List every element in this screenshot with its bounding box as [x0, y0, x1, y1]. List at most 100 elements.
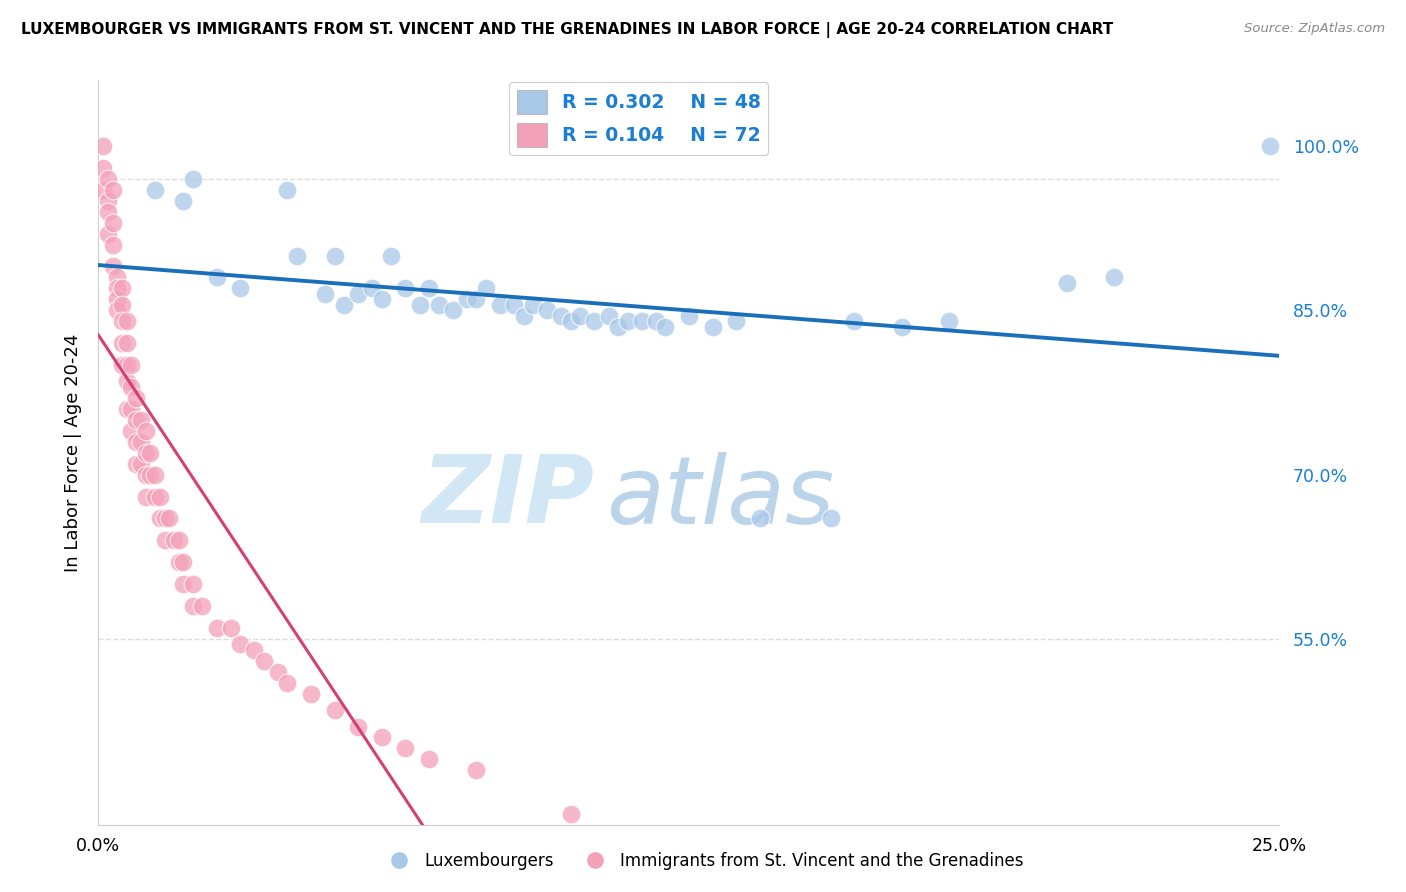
- Point: [560, 314, 582, 328]
- Point: [101, 216, 124, 230]
- Point: [522, 298, 544, 312]
- Point: [748, 511, 770, 525]
- Point: [361, 281, 384, 295]
- Point: [111, 281, 134, 295]
- Point: [229, 281, 252, 295]
- Point: [181, 599, 204, 613]
- Point: [347, 719, 370, 733]
- Point: [129, 457, 152, 471]
- Point: [129, 413, 152, 427]
- Point: [630, 314, 652, 328]
- Point: [167, 533, 190, 548]
- Point: [125, 457, 148, 471]
- Point: [607, 319, 630, 334]
- Point: [167, 555, 190, 569]
- Point: [380, 248, 402, 262]
- Point: [121, 380, 143, 394]
- Point: [489, 298, 512, 312]
- Point: [143, 467, 166, 482]
- Point: [371, 731, 394, 745]
- Point: [503, 298, 526, 312]
- Point: [371, 293, 394, 307]
- Point: [153, 511, 176, 525]
- Point: [285, 248, 308, 262]
- Point: [536, 303, 558, 318]
- Point: [323, 248, 346, 262]
- Point: [101, 260, 124, 274]
- Point: [844, 314, 866, 328]
- Point: [121, 401, 143, 416]
- Point: [465, 293, 488, 307]
- Point: [115, 375, 138, 389]
- Point: [181, 172, 204, 186]
- Point: [163, 533, 186, 548]
- Point: [408, 298, 430, 312]
- Point: [97, 227, 120, 241]
- Point: [418, 281, 440, 295]
- Point: [229, 637, 252, 651]
- Point: [181, 577, 204, 591]
- Point: [172, 194, 194, 208]
- Point: [191, 599, 214, 613]
- Point: [121, 358, 143, 372]
- Point: [243, 643, 266, 657]
- Point: [97, 172, 120, 186]
- Point: [456, 293, 478, 307]
- Point: [702, 319, 724, 334]
- Point: [135, 424, 157, 438]
- Point: [394, 281, 416, 295]
- Point: [314, 286, 336, 301]
- Point: [616, 314, 638, 328]
- Legend: R = 0.302    N = 48, R = 0.104    N = 72: R = 0.302 N = 48, R = 0.104 N = 72: [509, 82, 768, 155]
- Point: [276, 675, 298, 690]
- Point: [560, 807, 582, 822]
- Point: [347, 286, 370, 301]
- Point: [115, 336, 138, 351]
- Point: [465, 764, 488, 778]
- Point: [299, 687, 322, 701]
- Point: [205, 621, 228, 635]
- Point: [91, 161, 114, 175]
- Point: [276, 183, 298, 197]
- Point: [1056, 276, 1078, 290]
- Point: [105, 270, 128, 285]
- Point: [125, 434, 148, 449]
- Y-axis label: In Labor Force | Age 20-24: In Labor Force | Age 20-24: [63, 334, 82, 572]
- Point: [139, 446, 162, 460]
- Point: [253, 654, 276, 668]
- Legend: Luxembourgers, Immigrants from St. Vincent and the Grenadines: Luxembourgers, Immigrants from St. Vince…: [375, 846, 1031, 877]
- Point: [205, 270, 228, 285]
- Point: [125, 391, 148, 405]
- Point: [172, 555, 194, 569]
- Point: [105, 293, 128, 307]
- Point: [938, 314, 960, 328]
- Point: [101, 183, 124, 197]
- Point: [115, 401, 138, 416]
- Point: [129, 434, 152, 449]
- Point: [598, 309, 620, 323]
- Point: [97, 194, 120, 208]
- Point: [115, 358, 138, 372]
- Point: [820, 511, 842, 525]
- Point: [157, 511, 180, 525]
- Point: [111, 358, 134, 372]
- Text: LUXEMBOURGER VS IMMIGRANTS FROM ST. VINCENT AND THE GRENADINES IN LABOR FORCE | : LUXEMBOURGER VS IMMIGRANTS FROM ST. VINC…: [21, 22, 1114, 38]
- Point: [135, 446, 157, 460]
- Point: [333, 298, 356, 312]
- Point: [890, 319, 912, 334]
- Point: [139, 467, 162, 482]
- Point: [678, 309, 700, 323]
- Point: [725, 314, 748, 328]
- Point: [153, 533, 176, 548]
- Point: [441, 303, 464, 318]
- Point: [475, 281, 498, 295]
- Point: [143, 490, 166, 504]
- Point: [91, 139, 114, 153]
- Text: ZIP: ZIP: [422, 451, 595, 543]
- Point: [550, 309, 572, 323]
- Point: [1102, 270, 1125, 285]
- Point: [1258, 139, 1281, 153]
- Point: [583, 314, 606, 328]
- Point: [219, 621, 242, 635]
- Text: atlas: atlas: [606, 452, 835, 543]
